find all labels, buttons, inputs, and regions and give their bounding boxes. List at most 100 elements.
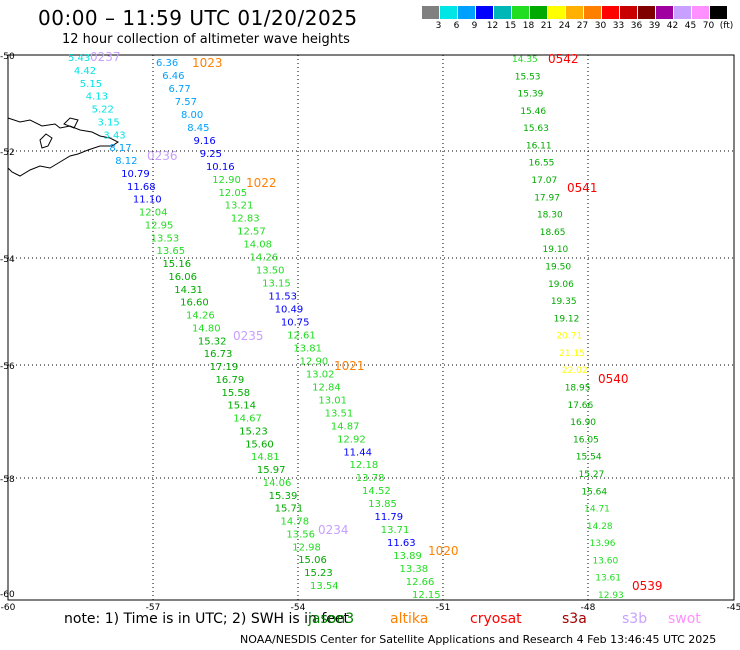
map-frame	[7, 54, 735, 601]
wave-height-value: 12.15	[412, 590, 441, 601]
colorbar-label: 15	[504, 21, 517, 31]
pass-time-label: 0542	[548, 52, 579, 66]
wave-height-value: 19.35	[551, 297, 577, 307]
wave-height-value: 15.39	[269, 491, 298, 502]
colorbar-label: 30	[594, 21, 607, 31]
wave-height-value: 15.97	[257, 465, 286, 476]
wave-height-value: 6.77	[168, 84, 190, 95]
wave-height-value: 16.79	[216, 375, 245, 386]
wave-height-value: 13.89	[393, 551, 422, 562]
wave-height-value: 10.79	[121, 169, 150, 180]
wave-height-value: 4.13	[86, 92, 108, 103]
wave-height-value: 13.71	[381, 525, 410, 536]
lon-tick-label: -45	[727, 603, 740, 613]
wave-height-value: 15.32	[198, 336, 227, 347]
lat-tick-label: -60	[0, 590, 15, 600]
pass-time-label: 0539	[632, 579, 663, 593]
falkland-islands-coast	[7, 117, 119, 177]
wave-height-value: 5.22	[92, 105, 114, 116]
wave-height-value: 16.55	[529, 159, 555, 169]
wave-height-value: 15.53	[515, 72, 541, 82]
wave-height-value: 10.49	[275, 305, 304, 316]
colorbar-swatch	[512, 6, 529, 19]
colorbar-label: 39	[648, 21, 661, 31]
wave-height-value: 13.02	[306, 369, 335, 380]
wave-height-value: 12.04	[139, 208, 168, 219]
axis-labels: -60 -57 -54 -51 -48 -45 -50 -52 -54 -56 -58 -60	[0, 52, 740, 613]
wave-height-value: 15.58	[221, 388, 250, 399]
wave-height-value: 12.92	[337, 434, 366, 445]
wave-height-value: 16.06	[168, 272, 197, 283]
colorbar-label: 27	[576, 21, 589, 31]
wave-height-value: 15.06	[298, 555, 327, 566]
altimeter-tracks: 5.43 4.42 5.15 4.13 5.223.15 3.43 8.17 8.12 10.7…	[68, 53, 624, 601]
wave-height-value: 20.71	[556, 332, 582, 342]
colorbar-label: 45	[684, 21, 697, 31]
lat-tick-label: -56	[0, 362, 15, 372]
wave-height-value: 18.30	[537, 211, 563, 221]
wave-height-value: 12.98	[292, 542, 321, 553]
wave-height-value: 11.53	[268, 292, 297, 303]
wave-height-value: 15.54	[576, 453, 602, 463]
wave-height-value: 18.65	[540, 228, 566, 238]
wave-height-value: 14.52	[362, 486, 391, 497]
wave-height-value: 13.54	[310, 581, 339, 592]
wave-height-value: 8.45	[187, 123, 209, 134]
colorbar-swatch	[602, 6, 619, 19]
pass-time-label: 0540	[598, 372, 629, 386]
pass-time-label: 0234	[318, 523, 349, 537]
wave-height-value: 13.50	[256, 266, 285, 277]
wave-height-value: 13.38	[400, 564, 429, 575]
wave-height-value: 14.26	[250, 253, 279, 264]
wave-height-value: 8.00	[181, 110, 203, 121]
wave-height-value: 10.75	[281, 318, 310, 329]
wave-height-value: 13.01	[318, 395, 347, 406]
pass-time-label: 1023	[192, 56, 223, 70]
wave-height-value: 16.05	[573, 435, 599, 445]
wave-height-value: 12.84	[312, 382, 341, 393]
wave-height-value: 6.46	[162, 71, 184, 82]
colorbar-swatch	[440, 6, 457, 19]
colorbar-swatch	[566, 6, 583, 19]
lat-tick-label: -54	[0, 255, 15, 265]
pass-time-label: 0235	[233, 329, 264, 343]
wave-height-value: 11.68	[127, 182, 156, 193]
wave-height-value: 13.85	[368, 499, 397, 510]
colorbar-swatch	[548, 6, 565, 19]
wave-height-value: 14.78	[280, 517, 309, 528]
colorbar-swatch	[458, 6, 475, 19]
wave-height-value: 6.36	[156, 58, 178, 69]
colorbar-swatch	[656, 6, 673, 19]
wave-height-value: 14.80	[192, 323, 221, 334]
wave-height-value: 10.16	[206, 162, 235, 173]
wave-height-value: 21.15	[559, 349, 585, 359]
coastline	[7, 117, 119, 177]
wave-height-value: 13.15	[262, 279, 291, 290]
lon-tick-label: -57	[146, 603, 161, 613]
pass-time-label: 1020	[428, 544, 459, 558]
wave-height-value: 14.31	[174, 285, 203, 296]
note: note: 1) Time is in UTC; 2) SWH is in fe…	[64, 611, 350, 627]
wave-height-value: 15.14	[227, 401, 256, 412]
wave-height-value: 14.08	[243, 240, 272, 251]
colorbar-swatch	[494, 6, 511, 19]
wave-height-value: 22.02	[562, 366, 588, 376]
colorbar-label: 36	[630, 21, 643, 31]
wave-height-value: 11.79	[375, 512, 404, 523]
colorbar-label: 3	[435, 21, 442, 31]
wave-height-value: 14.28	[587, 522, 613, 532]
wave-height-value: 3.43	[103, 130, 125, 141]
wave-height-value: 11.10	[133, 195, 162, 206]
satellite-legend-s3b: s3b	[622, 611, 648, 627]
wave-height-value: 7.57	[175, 97, 197, 108]
wave-height-value: 13.56	[286, 529, 315, 540]
wave-height-value: 14.67	[233, 414, 262, 425]
wave-height-value: 13.61	[595, 574, 621, 584]
wave-height-value: 9.25	[200, 149, 222, 160]
wave-height-value: 12.18	[350, 460, 379, 471]
footer: NOAA/NESDIS Center for Satellite Applica…	[240, 633, 717, 646]
wave-height-value: 16.90	[570, 418, 596, 428]
satellite-legend-altika: altika	[390, 611, 429, 627]
wave-height-value: 13.78	[356, 473, 385, 484]
